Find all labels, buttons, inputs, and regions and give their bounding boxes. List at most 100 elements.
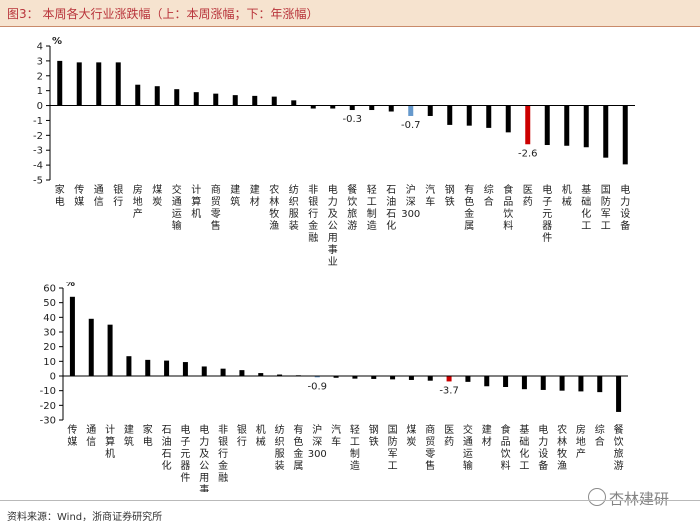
x-category-label: 通信 xyxy=(86,424,96,448)
bar xyxy=(164,360,170,376)
bar xyxy=(622,105,628,165)
x-category-label: 建材 xyxy=(250,183,260,208)
bar xyxy=(408,376,414,380)
x-category-label: 沪深 300 xyxy=(308,423,327,460)
bar xyxy=(154,86,160,106)
x-category-label: 电力及公用事业 xyxy=(328,183,338,268)
bar xyxy=(220,368,226,376)
y-axis-unit: % xyxy=(52,36,62,47)
x-category-label: 商贸零售 xyxy=(425,423,435,472)
y-tick-label: 60 xyxy=(43,284,56,295)
x-category-label: 家电 xyxy=(55,183,65,208)
bar xyxy=(427,376,433,381)
x-category-label: 计算机 xyxy=(105,423,115,460)
x-category-label: 有色金属 xyxy=(464,183,474,232)
x-category-label: 房地产 xyxy=(576,423,586,460)
bar xyxy=(76,62,82,106)
footer-divider xyxy=(0,500,700,501)
y-tick-label: -2 xyxy=(33,131,43,142)
bar xyxy=(126,356,132,376)
y-axis-unit: % xyxy=(65,282,75,289)
bar xyxy=(314,376,320,378)
data-label: -0.9 xyxy=(307,381,327,392)
x-category-label: 综合 xyxy=(484,183,494,208)
x-category-label: 银行 xyxy=(237,423,247,448)
x-category-label: 传媒 xyxy=(67,424,77,448)
y-tick-label: 40 xyxy=(43,313,56,324)
bar xyxy=(369,105,375,111)
bar xyxy=(616,376,622,412)
bar xyxy=(559,376,565,391)
bar xyxy=(544,105,550,146)
bar xyxy=(564,105,570,146)
y-tick-label: 2 xyxy=(37,71,43,82)
x-category-label: 汽车 xyxy=(425,183,435,208)
y-tick-label: -3 xyxy=(33,146,43,157)
y-tick-label: -30 xyxy=(40,416,56,427)
bar xyxy=(603,105,609,158)
bar xyxy=(271,96,277,106)
bar xyxy=(505,105,511,133)
bar xyxy=(484,376,490,387)
bar xyxy=(349,105,355,111)
x-category-label: 食品饮料 xyxy=(503,183,513,232)
bar xyxy=(135,84,141,106)
bar xyxy=(291,100,297,106)
y-tick-label: 3 xyxy=(37,56,43,67)
bar xyxy=(446,376,452,382)
bar xyxy=(330,105,336,109)
bar xyxy=(69,296,75,376)
bar xyxy=(57,60,63,106)
bar xyxy=(310,105,316,109)
x-category-label: 沪深 300 xyxy=(401,183,420,220)
x-category-label: 非银行金融 xyxy=(308,184,318,244)
data-label: -0.3 xyxy=(342,114,362,125)
bar xyxy=(583,105,589,148)
bar xyxy=(578,376,584,392)
bar xyxy=(427,105,433,116)
x-category-label: 银行 xyxy=(113,183,123,208)
y-tick-label: -10 xyxy=(40,386,56,397)
y-tick-label: 20 xyxy=(43,342,56,353)
x-category-label: 石油石化 xyxy=(162,425,172,472)
x-category-label: 基础化工 xyxy=(581,183,591,232)
weekly-change-chart: 4 3 2 1 0 -1 -2 -3 -4 -5% -0.3 -0.7 -2.6 家电传媒通信银行房地产煤… xyxy=(33,36,635,268)
bar xyxy=(521,376,527,390)
bar xyxy=(388,105,394,112)
x-category-label: 基础化工 xyxy=(519,423,529,472)
y-tick-label: -5 xyxy=(33,176,43,187)
bar xyxy=(597,376,603,393)
y-tick-label: 1 xyxy=(37,86,43,97)
bar xyxy=(239,370,245,376)
x-category-label: 纺织服装 xyxy=(275,423,285,472)
x-category-label: 交通运输 xyxy=(463,423,473,472)
x-category-label: 纺织服装 xyxy=(289,183,299,232)
x-category-label: 国防军工 xyxy=(601,184,611,232)
y-tick-label: 0 xyxy=(37,101,43,112)
y-tick-label: -20 xyxy=(40,401,56,412)
bar xyxy=(525,105,531,145)
y-tick-label: 4 xyxy=(37,42,43,53)
x-category-label: 建材 xyxy=(482,423,492,448)
ytd-change-chart: 60 50 40 30 20 10 0 -10 -20 -30% -0.9 -3.7 传媒通信计算机建筑… xyxy=(40,282,628,492)
data-label: -2.6 xyxy=(518,148,538,159)
x-category-label: 综合 xyxy=(595,423,605,448)
bar xyxy=(193,92,199,106)
bar xyxy=(408,105,414,116)
y-tick-label: 50 xyxy=(43,298,56,309)
figure-title-bar: 图3： 本周各大行业涨跌幅（上：本周涨幅；下：年涨幅） xyxy=(0,0,700,26)
watermark: 杏林建研 xyxy=(588,488,669,509)
bar xyxy=(201,366,207,376)
y-tick-label: 10 xyxy=(43,357,56,368)
x-category-label: 建筑 xyxy=(230,183,240,208)
bar xyxy=(486,105,492,128)
x-category-label: 电子元器件 xyxy=(180,423,190,484)
watermark-logo-icon xyxy=(588,488,606,506)
bar xyxy=(277,374,283,376)
x-category-label: 电力设备 xyxy=(538,423,548,472)
watermark-text: 杏林建研 xyxy=(609,490,670,508)
bar xyxy=(258,373,264,376)
figure-title: 图3： 本周各大行业涨跌幅（上：本周涨幅；下：年涨幅） xyxy=(7,7,319,21)
x-category-label: 非银行金融 xyxy=(218,424,228,484)
x-category-label: 轻工制造 xyxy=(367,183,377,232)
